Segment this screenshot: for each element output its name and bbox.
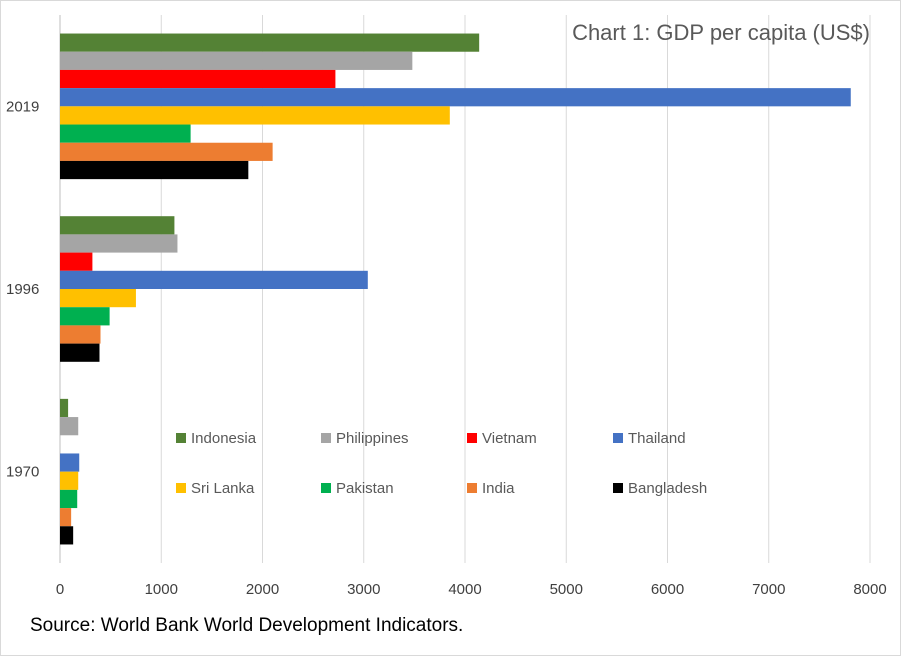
- legend-item-vietnam: Vietnam: [467, 430, 537, 447]
- bar-thailand-1996: [60, 270, 368, 289]
- x-tick-label: 6000: [651, 581, 684, 598]
- chart-title: Chart 1: GDP per capita (US$): [572, 20, 870, 45]
- legend-label: Vietnam: [482, 430, 537, 447]
- y-tick-label: 2019: [6, 98, 39, 115]
- x-tick-label: 4000: [448, 581, 481, 598]
- bar-indonesia-2019: [60, 33, 480, 52]
- bar-pakistan-1970: [60, 489, 78, 509]
- legend-swatch: [176, 483, 186, 493]
- legend-item-sri-lanka: Sri Lanka: [176, 480, 255, 497]
- bar-bangladesh-2019: [60, 160, 249, 180]
- legend: Indonesia Philippines Vietnam Thailand Sri L…: [176, 430, 707, 497]
- x-tick-label: 3000: [347, 581, 380, 598]
- bar-indonesia-1970: [60, 398, 69, 418]
- legend-item-thailand: Thailand: [613, 430, 686, 447]
- legend-swatch: [613, 433, 623, 443]
- bar-vietnam-1996: [60, 252, 93, 271]
- legend-swatch: [467, 433, 477, 443]
- bar-india-1996: [60, 325, 101, 344]
- legend-label: Philippines: [336, 430, 409, 447]
- bar-sri-lanka-1970: [60, 471, 79, 490]
- y-tick-label: 1970: [6, 464, 39, 481]
- x-tick-label: 7000: [752, 581, 785, 598]
- legend-label: India: [482, 480, 515, 497]
- legend-swatch: [321, 433, 331, 443]
- x-tick-label: 1000: [145, 581, 178, 598]
- bar-philippines-1996: [60, 234, 178, 253]
- bar-thailand-1970: [60, 453, 80, 472]
- bar-sri-lanka-2019: [60, 106, 450, 125]
- y-tick-label: 1996: [6, 281, 39, 298]
- legend-label: Pakistan: [336, 480, 394, 497]
- x-tick-label: 0: [56, 581, 64, 598]
- bar-bangladesh-1996: [60, 343, 100, 362]
- legend-label: Bangladesh: [628, 480, 707, 497]
- bar-pakistan-2019: [60, 124, 191, 143]
- x-tick-label: 5000: [550, 581, 583, 598]
- legend-item-indonesia: Indonesia: [176, 430, 257, 447]
- x-tick-label: 8000: [853, 581, 886, 598]
- legend-swatch: [321, 483, 331, 493]
- bar-bangladesh-1970: [60, 526, 74, 545]
- bar-india-1970: [60, 508, 72, 527]
- x-axis-labels: 0 1000 2000 3000 4000 5000 6000 7000 8000: [56, 581, 887, 598]
- bar-indonesia-1996: [60, 216, 175, 235]
- y-axis-labels: 2019 1996 1970: [6, 98, 39, 480]
- legend-item-india: India: [467, 480, 515, 497]
- legend-item-philippines: Philippines: [321, 430, 409, 447]
- bar-thailand-2019: [60, 88, 851, 107]
- legend-swatch: [467, 483, 477, 493]
- bar-sri-lanka-1996: [60, 289, 136, 308]
- bar-india-2019: [60, 142, 273, 161]
- legend-label: Indonesia: [191, 430, 257, 447]
- bar-vietnam-2019: [60, 69, 336, 89]
- legend-label: Sri Lanka: [191, 480, 255, 497]
- bar-philippines-2019: [60, 51, 413, 70]
- source-note: Source: World Bank World Development Ind…: [30, 615, 464, 636]
- legend-swatch: [613, 483, 623, 493]
- legend-item-pakistan: Pakistan: [321, 480, 394, 497]
- bars: [60, 33, 851, 545]
- legend-item-bangladesh: Bangladesh: [613, 480, 707, 497]
- bar-philippines-1970: [60, 417, 79, 436]
- bar-pakistan-1996: [60, 307, 110, 326]
- legend-swatch: [176, 433, 186, 443]
- x-tick-label: 2000: [246, 581, 279, 598]
- legend-label: Thailand: [628, 430, 686, 447]
